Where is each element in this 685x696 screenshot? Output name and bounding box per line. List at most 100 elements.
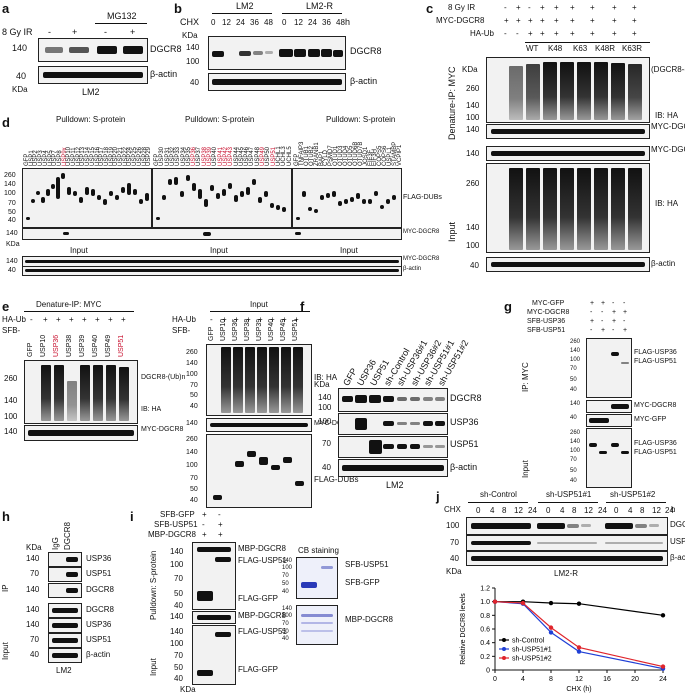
sign: + — [623, 327, 628, 334]
row-label: MYC-DGCR8 — [436, 16, 485, 25]
x-tick-label: 4 — [521, 676, 525, 683]
sign: + — [632, 16, 637, 25]
mw: 40 — [8, 217, 16, 224]
mw: 40 — [16, 71, 27, 81]
blot-myc-gfp — [586, 414, 632, 427]
sign: + — [540, 16, 545, 25]
sign: - — [218, 510, 221, 519]
lane-label: USP10 — [220, 318, 227, 341]
y-tick-label: 0 — [486, 668, 490, 675]
mw: 140 — [282, 606, 293, 612]
blot-myc-ip — [24, 425, 138, 441]
cb-target: MBP-DGCR8 — [345, 615, 394, 624]
sign: + — [121, 315, 126, 324]
kda: KDa — [12, 85, 28, 94]
mw: 40 — [450, 554, 459, 563]
target: FLAG-USP36 — [634, 349, 677, 356]
sign: - — [590, 309, 593, 316]
row-label: SFB-USP51 — [154, 520, 198, 529]
x-axis-label: CHX (h) — [566, 686, 591, 693]
legend-label: sh-USP51#1 — [512, 647, 552, 654]
panel-label-f: f — [300, 299, 305, 314]
legend-label: sh-USP51#2 — [512, 656, 552, 663]
mw: 50 — [174, 589, 183, 598]
target: USP51 — [86, 569, 112, 578]
mw: 140 — [466, 149, 480, 158]
sign: - — [504, 3, 507, 12]
blot-flag-dubs-3 — [292, 168, 402, 228]
mw: 140 — [26, 585, 40, 594]
mw: 100 — [318, 417, 332, 426]
mw: 140 — [4, 427, 18, 436]
sign: + — [69, 315, 74, 324]
y-tick-label: 1.0 — [480, 599, 490, 606]
x-tick-label: 24 — [659, 676, 667, 683]
section-label: Input — [447, 221, 457, 242]
input-label: Input — [210, 246, 228, 255]
lane-label: GFP — [208, 326, 215, 341]
blot-flag-ip — [586, 338, 632, 398]
lane-label: IgG — [51, 537, 60, 550]
target: DGCR8 — [86, 585, 115, 594]
data-point — [576, 601, 582, 606]
target: DGCR8 — [350, 46, 382, 56]
sign: + — [540, 3, 545, 12]
sign: - — [528, 3, 531, 12]
legend-marker — [502, 656, 506, 660]
mw: 100 — [170, 560, 184, 569]
cb-title: CB staining — [298, 546, 339, 555]
panel-label-i: i — [130, 509, 134, 524]
ub-type: WT — [526, 44, 539, 53]
sign: + — [528, 29, 533, 38]
time-label: 0 — [476, 506, 481, 515]
mw: 140 — [26, 554, 40, 563]
target: USP51 — [670, 537, 685, 546]
haub-label: HA-Ub — [2, 315, 27, 324]
target: β-actin — [670, 553, 685, 562]
sign: - — [202, 520, 205, 529]
time-label: 12 — [584, 506, 593, 515]
blot-myc-input — [206, 418, 312, 432]
lane-label: UCHL5 — [286, 146, 293, 166]
row-label: 8 Gy IR — [448, 3, 476, 12]
blot-usp51 — [338, 436, 448, 458]
blot-usp36 — [338, 413, 448, 435]
sign: - — [30, 315, 33, 324]
sign: + — [554, 16, 559, 25]
pulldown-title: Pulldown: S-protein — [326, 115, 396, 124]
blot-usp36-ip — [48, 552, 82, 567]
mw: 140 — [186, 360, 198, 367]
kda: KDa — [180, 685, 196, 694]
target: USP51 — [86, 635, 112, 644]
time-label: 8 — [502, 506, 507, 515]
blot-myc-dgcr8 — [586, 400, 632, 413]
sign: - — [623, 318, 626, 325]
mw: 70 — [8, 200, 16, 207]
time-label: 12 — [514, 506, 523, 515]
target: β-actin — [350, 76, 378, 86]
mw: 140 — [186, 43, 200, 52]
panel-label-a: a — [2, 1, 10, 16]
data-point — [548, 630, 554, 635]
sign: - — [210, 315, 213, 324]
target: DGCR8 — [670, 520, 685, 529]
data-point — [548, 625, 554, 630]
mw: 140 — [4, 181, 16, 188]
pulldown-title: Pulldown: S-protein — [56, 115, 126, 124]
target: DGCR8 — [150, 44, 182, 54]
kda: KDa — [462, 65, 478, 74]
y-tick-label: 0.8 — [480, 613, 490, 620]
lane-label: USP49 — [280, 318, 287, 341]
row-label: HA-Ub — [470, 29, 495, 38]
mw: 140 — [466, 101, 480, 110]
cell-line: LM2 — [56, 666, 72, 675]
target: MYC-DGCR8 — [141, 426, 184, 433]
target: β-actin — [86, 650, 111, 659]
mw: 50 — [282, 581, 289, 587]
blot-dgcr8-input — [48, 603, 82, 618]
mw: 70 — [322, 439, 331, 448]
y-tick-label: 0.6 — [480, 627, 490, 634]
blot-usp51-ip — [48, 567, 82, 582]
panel-label-d: d — [2, 115, 10, 130]
mw: 140 — [170, 627, 184, 636]
